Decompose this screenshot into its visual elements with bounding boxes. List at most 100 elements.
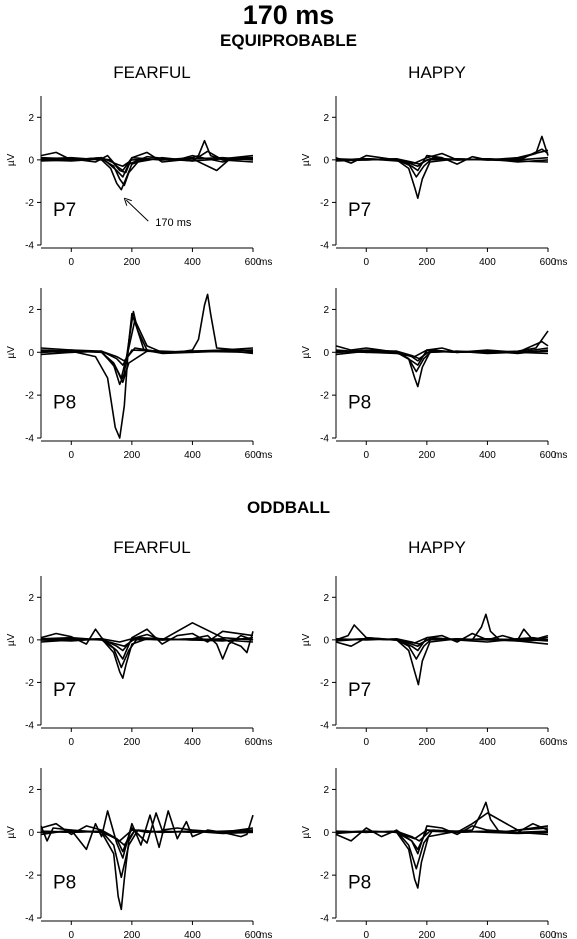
y-tick-label: 2 <box>323 305 329 316</box>
y-axis-label: µV <box>6 633 17 646</box>
y-tick-label: 2 <box>323 113 329 124</box>
x-tick-label: 400 <box>184 450 201 461</box>
erp-series-line-2 <box>335 624 549 660</box>
y-axis-label: µV <box>301 633 312 646</box>
annotation-label: 170 ms <box>155 217 192 229</box>
erp-series-line-6 <box>40 622 254 643</box>
y-tick-label: 2 <box>28 305 34 316</box>
x-tick-label: 0 <box>69 737 75 748</box>
x-tick-label: 600 <box>540 450 557 461</box>
x-tick-label: 400 <box>479 930 496 939</box>
x-tick-label: 600 <box>245 450 262 461</box>
erp-series-line-6 <box>335 829 549 840</box>
y-tick-label: 0 <box>323 348 329 359</box>
x-tick-label: 200 <box>419 737 436 748</box>
erp-series-line-6 <box>335 636 549 644</box>
y-tick-label: -2 <box>25 198 34 209</box>
x-tick-label: 600 <box>245 257 262 268</box>
y-tick-label: -4 <box>25 914 34 925</box>
y-tick-label: -4 <box>25 721 34 732</box>
erp-series-line-1 <box>40 634 254 679</box>
erp-series-line-6 <box>40 347 254 362</box>
y-tick-label: -2 <box>25 871 34 882</box>
erp-series-line-1 <box>335 801 549 889</box>
x-tick-label: 0 <box>364 257 370 268</box>
electrode-label: P8 <box>53 393 76 414</box>
x-tick-label: 600 <box>540 737 557 748</box>
x-axis-unit: ms <box>554 930 567 939</box>
electrode-label: P7 <box>53 680 76 701</box>
erp-series-line-1 <box>335 613 549 686</box>
y-tick-label: -4 <box>320 721 329 732</box>
column-title-equiprobable-fearful: FEARFUL <box>113 63 191 82</box>
erp-series-line-6 <box>40 154 254 167</box>
erp-series-line-3 <box>335 822 549 855</box>
electrode-label: P8 <box>53 873 76 894</box>
x-tick-label: 200 <box>124 930 141 939</box>
section-title-equiprobable: EQUIPROBABLE <box>220 31 357 50</box>
y-tick-label: -2 <box>320 871 329 882</box>
column-title-oddball-fearful: FEARFUL <box>113 538 191 557</box>
column-title-oddball-happy: HAPPY <box>408 538 466 557</box>
erp-series-line-1 <box>40 139 254 191</box>
erp-series-line-6 <box>335 152 549 164</box>
x-tick-label: 0 <box>364 930 370 939</box>
x-tick-label: 400 <box>479 450 496 461</box>
x-tick-label: 400 <box>184 930 201 939</box>
x-tick-label: 200 <box>419 450 436 461</box>
y-axis-label: µV <box>301 346 312 359</box>
erp-series-line-6 <box>335 349 549 358</box>
x-axis-unit: ms <box>259 737 272 748</box>
y-tick-label: 0 <box>28 155 34 166</box>
x-axis-unit: ms <box>259 930 272 939</box>
y-tick-label: -2 <box>320 678 329 689</box>
x-tick-label: 0 <box>69 930 75 939</box>
erp-series-line-5 <box>40 636 254 647</box>
erp-series-line-6 <box>40 829 254 842</box>
y-tick-label: 2 <box>28 593 34 604</box>
x-tick-label: 400 <box>479 257 496 268</box>
y-tick-label: 2 <box>28 113 34 124</box>
erp-series-line-3 <box>335 345 549 366</box>
annotation-arrowhead <box>123 197 132 206</box>
x-tick-label: 0 <box>364 450 370 461</box>
x-tick-label: 400 <box>184 737 201 748</box>
y-tick-label: -2 <box>25 391 34 402</box>
y-tick-label: -4 <box>25 434 34 445</box>
y-tick-label: 0 <box>323 828 329 839</box>
section-title-oddball: ODDBALL <box>246 498 331 517</box>
main-title: 170 ms <box>242 0 335 30</box>
electrode-label: P8 <box>348 873 371 894</box>
y-tick-label: 2 <box>323 593 329 604</box>
y-tick-label: -4 <box>320 914 329 925</box>
electrode-label: P7 <box>348 680 371 701</box>
x-axis-unit: ms <box>554 737 567 748</box>
y-tick-label: -2 <box>25 678 34 689</box>
y-tick-label: 0 <box>28 828 34 839</box>
x-tick-label: 400 <box>184 257 201 268</box>
erp-series-line-1 <box>335 330 549 388</box>
x-tick-label: 200 <box>124 450 141 461</box>
y-tick-label: 0 <box>323 155 329 166</box>
erp-series-line-2 <box>335 812 549 870</box>
annotation-arrow <box>125 199 149 222</box>
y-axis-label: µV <box>6 346 17 359</box>
erp-series-line-5 <box>40 154 254 172</box>
y-tick-label: -4 <box>25 241 34 252</box>
x-tick-label: 0 <box>69 450 75 461</box>
x-tick-label: 200 <box>419 257 436 268</box>
y-tick-label: 0 <box>323 635 329 646</box>
x-tick-label: 600 <box>540 257 557 268</box>
electrode-label: P7 <box>53 200 76 221</box>
x-tick-label: 600 <box>540 930 557 939</box>
x-axis-unit: ms <box>259 257 272 268</box>
y-axis-label: µV <box>6 826 17 839</box>
x-axis-unit: ms <box>554 257 567 268</box>
